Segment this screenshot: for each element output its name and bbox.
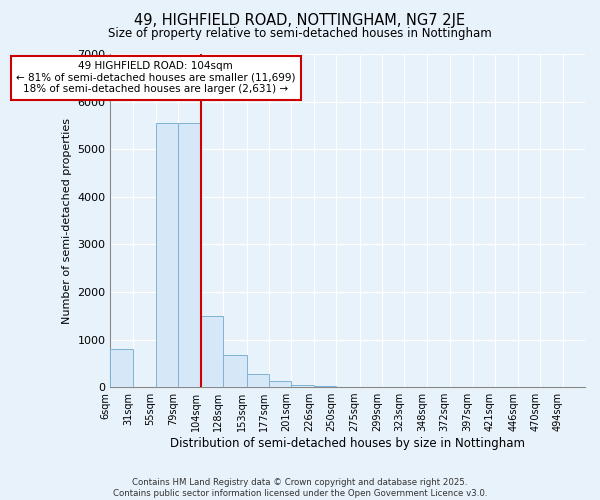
Text: 49, HIGHFIELD ROAD, NOTTINGHAM, NG7 2JE: 49, HIGHFIELD ROAD, NOTTINGHAM, NG7 2JE xyxy=(134,12,466,28)
Bar xyxy=(314,386,337,387)
Y-axis label: Number of semi-detached properties: Number of semi-detached properties xyxy=(62,118,72,324)
Bar xyxy=(247,374,269,387)
Bar xyxy=(291,384,314,387)
Bar xyxy=(155,123,178,387)
Text: 49 HIGHFIELD ROAD: 104sqm
← 81% of semi-detached houses are smaller (11,699)
18%: 49 HIGHFIELD ROAD: 104sqm ← 81% of semi-… xyxy=(16,61,295,94)
Bar xyxy=(223,355,247,387)
X-axis label: Distribution of semi-detached houses by size in Nottingham: Distribution of semi-detached houses by … xyxy=(170,437,525,450)
Bar xyxy=(269,381,291,387)
Text: Size of property relative to semi-detached houses in Nottingham: Size of property relative to semi-detach… xyxy=(108,28,492,40)
Bar xyxy=(178,123,201,387)
Bar xyxy=(201,316,223,387)
Text: Contains HM Land Registry data © Crown copyright and database right 2025.
Contai: Contains HM Land Registry data © Crown c… xyxy=(113,478,487,498)
Bar xyxy=(110,349,133,387)
